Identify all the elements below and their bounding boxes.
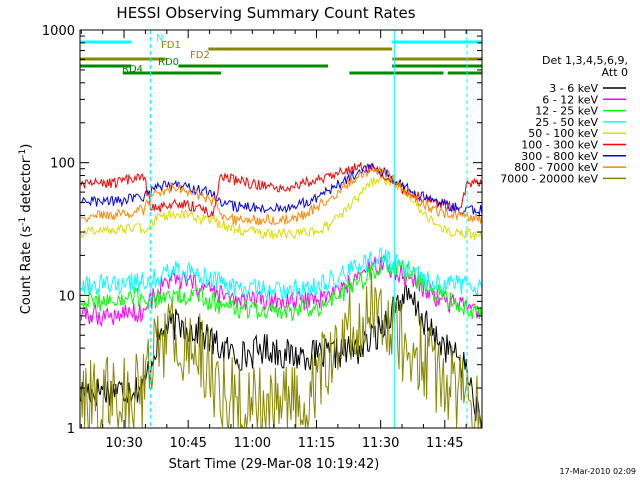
x-tick-label: 11:45 [426,436,463,451]
series-line-25-50-kev [80,246,483,300]
x-tick-label: 11:15 [298,436,335,451]
x-tick-label: 11:00 [234,436,271,451]
legend-label-100-300-kev: 100 - 300 keV [521,139,598,152]
annotation-label-fd1: FD1 [161,40,181,51]
x-tick-label: 10:30 [105,436,142,451]
footer-date: 17-Mar-2010 02:09 [560,467,637,476]
legend-label-25-50-kev: 25 - 50 keV [535,116,598,129]
y-label-superscript-1: -1 [18,217,28,226]
y-label-part-end: ) [19,144,34,149]
legend-label-300-800-kev: 300 - 800 keV [521,150,598,163]
series-line-800-7000-kev [80,166,483,226]
annotation-label-n: N [156,33,163,44]
chart-title: HESSI Observing Summary Count Rates [116,4,415,22]
series-lines [80,162,483,429]
series-line-12-25-kev [80,254,483,321]
legend-header: Det 1,3,4,5,6,9, [542,54,628,67]
plot-frame [79,29,483,429]
legend-label-6-12-kev: 6 - 12 keV [542,93,598,106]
series-line-50-100-kev [80,173,483,241]
annotation-label-rd4: RD4 [122,64,143,75]
y-axis-label: Count Rate (s-1 detector-1) [18,144,34,315]
legend-label-3-6-kev: 3 - 6 keV [549,82,598,95]
x-tick-label: 10:45 [169,436,206,451]
x-tick-label: 11:30 [362,436,399,451]
series-line-7000-20000-kev [80,272,482,429]
legend-header: Att 0 [602,66,628,79]
y-axis: 1 10 100 1000 [42,24,482,437]
y-label-part-main: Count Rate (s [19,226,34,315]
x-axis: 10:30 10:45 11:00 11:15 11:30 11:45 [80,30,467,451]
y-tick-label: 1000 [42,24,75,39]
y-tick-label: 10 [58,289,75,304]
annotation-label-rd0: RD0 [158,57,179,68]
y-label-part-mid: detector [19,157,34,217]
annotation-label-fd2: FD2 [190,50,210,61]
legend-label-50-100-kev: 50 - 100 keV [528,127,598,140]
legend-label-800-7000-kev: 800 - 7000 keV [514,161,598,174]
x-axis-label: Start Time (29-Mar-08 10:19:42) [169,457,380,472]
y-label-superscript-2: -1 [18,149,28,158]
series-line-300-800-kev [80,162,483,217]
series-line-3-6-kev [80,284,483,429]
y-tick-label: 100 [50,157,75,172]
legend-label-7000-20000-kev: 7000 - 20000 keV [500,172,598,185]
y-tick-label: 1 [67,422,75,437]
legend-label-12-25-kev: 12 - 25 keV [535,105,598,118]
